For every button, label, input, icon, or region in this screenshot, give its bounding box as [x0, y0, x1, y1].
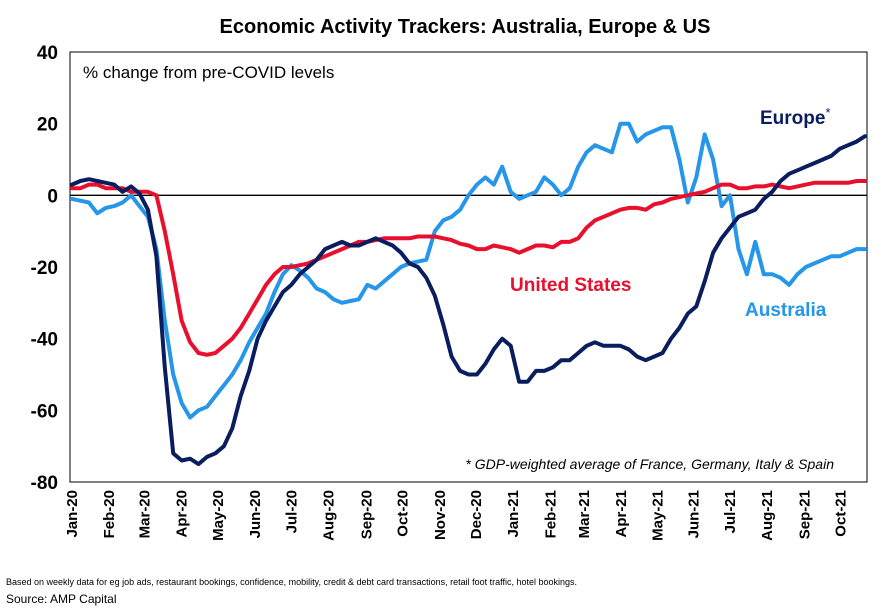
- series-lines: [70, 121, 867, 467]
- y-tick-label: 40: [37, 43, 58, 64]
- x-tick-label: Nov-20: [432, 490, 449, 540]
- x-tick-label: Oct-20: [395, 490, 412, 537]
- series-label-europe-asterisk: *: [825, 105, 830, 120]
- x-tick-label: Aug-20: [320, 490, 337, 541]
- x-tick-label: Jan-20: [64, 490, 81, 538]
- y-tick-label: -40: [31, 330, 58, 351]
- series-label-australia: Australia: [745, 300, 827, 321]
- x-tick-label: Dec-20: [468, 490, 485, 539]
- x-tick-label: May-21: [649, 490, 666, 541]
- x-tick-label: Sep-21: [796, 490, 813, 539]
- x-tick-label: Apr-21: [613, 490, 630, 538]
- x-tick-label: Mar-21: [576, 490, 593, 538]
- x-tick-label: Jul-21: [722, 490, 739, 533]
- x-tick-label: Apr-20: [174, 490, 191, 538]
- y-tick-label: -20: [31, 258, 58, 279]
- x-tick-label: Feb-20: [101, 490, 118, 538]
- y-tick-label: 20: [37, 115, 58, 136]
- x-tick-label: Mar-20: [137, 490, 154, 538]
- x-tick-label: Jan-21: [505, 490, 522, 538]
- x-tick-label: Jul-20: [283, 490, 300, 533]
- x-tick-label: Aug-21: [759, 490, 776, 541]
- x-tick-label: Oct-21: [833, 490, 850, 537]
- x-tick-label: Jun-21: [686, 490, 703, 538]
- x-tick-label: Sep-20: [358, 490, 375, 539]
- chart: Economic Activity Trackers: Australia, E…: [31, 16, 868, 541]
- y-tick-label: 0: [47, 186, 58, 207]
- y-tick-label: -80: [31, 473, 58, 494]
- series-label-europe-text: Europe: [760, 108, 825, 129]
- x-tick-label: Jun-20: [247, 490, 264, 538]
- x-tick-label: May-20: [210, 490, 227, 541]
- series-label-europe: Europe*: [760, 105, 831, 129]
- x-tick-label: Feb-21: [542, 490, 559, 538]
- x-axis: Jan-20 Feb-20 Mar-20 Apr-20 May-20 Jun-20 Jul-…: [64, 490, 850, 541]
- footnote: Based on weekly data for eg job ads, res…: [6, 577, 577, 587]
- y-tick-label: -60: [31, 401, 58, 422]
- series-line-europe: [70, 134, 867, 467]
- chart-title: Economic Activity Trackers: Australia, E…: [220, 16, 711, 38]
- source-note: Source: AMP Capital: [6, 592, 117, 606]
- chart-annotation: * GDP-weighted average of France, German…: [465, 456, 834, 472]
- plot-area: [69, 51, 868, 483]
- chart-subtitle: % change from pre-COVID levels: [83, 63, 334, 82]
- y-axis: -80 -60 -40 -20 0 20 40: [31, 43, 58, 494]
- series-line-australia: [70, 121, 867, 420]
- series-label-united-states: United States: [510, 275, 631, 296]
- series-line-united-states: [70, 179, 867, 357]
